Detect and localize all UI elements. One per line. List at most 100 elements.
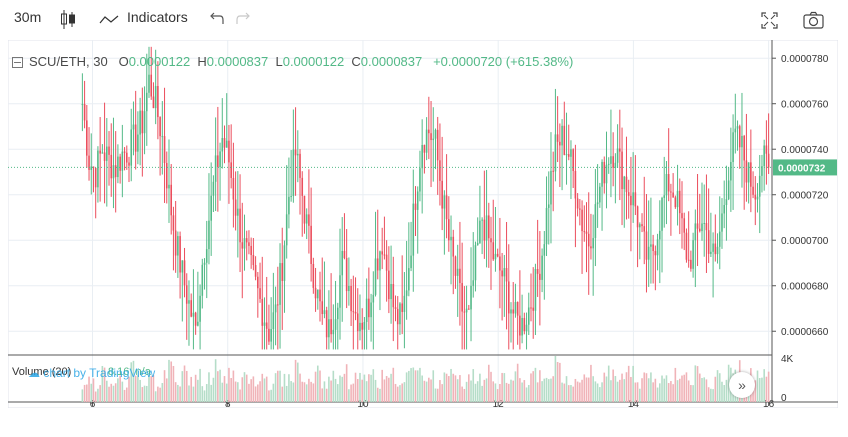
candle-body [323, 310, 326, 315]
candle-body [214, 155, 217, 182]
volume-bar [363, 374, 366, 402]
volume-bar [714, 376, 717, 402]
camera-icon[interactable] [803, 11, 824, 29]
candle-body [718, 231, 721, 247]
candle-body [330, 319, 332, 335]
candle-body [765, 145, 768, 154]
candle-body [319, 289, 321, 302]
candle-body [676, 190, 679, 208]
price-tick-label: 0.0000680 [781, 282, 829, 293]
candle-body [672, 192, 674, 198]
volume-bar [181, 371, 184, 402]
redo-icon[interactable] [236, 12, 252, 26]
candle-body [763, 145, 765, 167]
candle-type-icon[interactable] [60, 10, 76, 30]
volume-bar [765, 376, 768, 402]
volume-bar [454, 375, 457, 402]
volume-bar [141, 387, 144, 402]
volume-bar [463, 388, 466, 402]
candle-body [376, 258, 379, 271]
open-label: O [118, 54, 129, 69]
scroll-to-realtime-button[interactable]: » [729, 372, 755, 398]
volume-bar [128, 376, 130, 402]
volume-bar [581, 379, 583, 402]
volume-bar [203, 390, 206, 402]
volume-bar [423, 380, 426, 402]
candle-body [241, 242, 244, 249]
volume-bar [117, 378, 119, 402]
candle-body [354, 311, 357, 314]
candle-body [621, 151, 623, 190]
candle-body [561, 125, 563, 146]
candle-body [443, 195, 446, 209]
candle-body [421, 144, 423, 169]
volume-bar [192, 386, 195, 402]
candle-body [516, 302, 519, 316]
undo-icon[interactable] [208, 12, 224, 26]
collapse-legend-icon[interactable] [12, 57, 23, 69]
candle-body [452, 236, 455, 257]
volume-bar [574, 378, 577, 402]
tradingview-watermark[interactable]: ☁ chart by TradingView [28, 366, 155, 380]
candle-body [579, 208, 581, 210]
candle-body [712, 243, 714, 252]
candle-body [687, 259, 690, 261]
volume-bar [605, 376, 608, 402]
fullscreen-icon[interactable] [761, 12, 778, 29]
watermark-text: chart by TradingView [43, 366, 156, 380]
candle-body [299, 153, 301, 178]
candle-body [485, 215, 488, 241]
volume-bar [696, 366, 699, 402]
volume-bar [290, 381, 292, 402]
candle-body [696, 223, 699, 229]
volume-bar [114, 383, 117, 402]
candle-body [148, 74, 150, 93]
candle-body [388, 270, 390, 300]
candle-body [705, 223, 708, 231]
volume-bar [534, 367, 537, 402]
volume-bar [294, 359, 297, 402]
indicators-icon[interactable] [99, 14, 119, 26]
volume-bar [234, 381, 237, 402]
volume-bar [139, 379, 141, 402]
volume-bar [257, 384, 259, 402]
candle-body [212, 181, 215, 196]
volume-bar [305, 384, 308, 402]
candle-body [168, 184, 170, 189]
candle-body [572, 149, 574, 171]
candle-body [254, 265, 257, 277]
volume-bar [177, 384, 179, 402]
volume-bar [632, 365, 634, 402]
volume-bar [314, 371, 317, 402]
candle-body [463, 311, 466, 313]
candle-body [134, 124, 137, 152]
volume-bar [596, 383, 599, 402]
volume-bar [390, 373, 392, 402]
volume-bar [161, 383, 164, 402]
indicators-button[interactable]: Indicators [127, 9, 188, 25]
volume-bar [179, 386, 181, 402]
volume-bar [445, 373, 448, 402]
candle-body [352, 311, 355, 313]
volume-bar [194, 374, 197, 402]
candle-body [652, 244, 654, 252]
candle-body [203, 262, 206, 265]
volume-bar [687, 380, 690, 402]
volume-bar [703, 377, 706, 402]
time-tick-label: 10 [357, 399, 369, 408]
candle-body [550, 170, 552, 205]
volume-bar [767, 371, 770, 402]
last-price-badge [773, 159, 837, 176]
volume-bar [188, 385, 190, 402]
candle-body [590, 246, 592, 249]
interval-button[interactable]: 30m [14, 9, 42, 25]
candle-body [163, 136, 166, 163]
volume-bar [199, 368, 201, 402]
candle-body [145, 92, 148, 112]
price-chart[interactable]: 0.0000780 0.0000760 0.0000740 0.0000720 0.00… [8, 40, 838, 408]
volume-bar [630, 376, 632, 402]
volume-bar [705, 379, 708, 402]
volume-bar [683, 374, 686, 402]
candle-body [752, 186, 754, 195]
candle-body [674, 197, 677, 208]
